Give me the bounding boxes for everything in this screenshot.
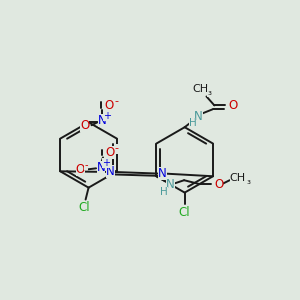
Text: O: O	[105, 99, 114, 112]
Text: -: -	[115, 143, 119, 154]
Text: O: O	[76, 163, 85, 176]
Text: -: -	[84, 160, 88, 170]
Text: O: O	[105, 146, 115, 159]
Text: H: H	[189, 118, 196, 128]
Text: Cl: Cl	[79, 201, 90, 214]
Text: O: O	[214, 178, 224, 191]
Text: ₃: ₃	[247, 176, 250, 186]
Text: N: N	[106, 165, 115, 178]
Text: N: N	[158, 167, 167, 180]
Text: H: H	[160, 187, 168, 197]
Text: +: +	[102, 158, 110, 168]
Text: Cl: Cl	[179, 206, 190, 219]
Text: N: N	[97, 161, 105, 174]
Text: CH: CH	[193, 84, 208, 94]
Text: -: -	[114, 97, 118, 106]
Text: O: O	[229, 99, 238, 112]
Text: N: N	[98, 114, 107, 127]
Text: ₃: ₃	[207, 86, 212, 97]
Text: O: O	[80, 119, 89, 132]
Text: +: +	[103, 111, 111, 121]
Text: CH: CH	[230, 173, 246, 183]
Text: N: N	[166, 178, 175, 191]
Text: N: N	[194, 110, 203, 123]
